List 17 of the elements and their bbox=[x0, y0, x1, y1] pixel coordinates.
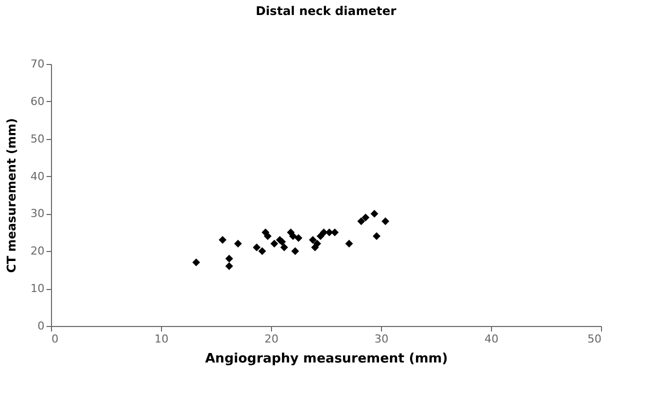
x-tick-label: 20 bbox=[264, 332, 278, 346]
y-tick-label: 60 bbox=[30, 94, 44, 108]
y-tick-label: 0 bbox=[38, 320, 44, 332]
chart-title: Distal neck diameter bbox=[256, 4, 396, 18]
y-tick-label: 10 bbox=[30, 282, 44, 296]
y-tick-label: 40 bbox=[30, 170, 44, 183]
x-tick-label: 50 bbox=[588, 332, 602, 346]
y-tick-label: 20 bbox=[30, 244, 44, 258]
x-tick-label: 40 bbox=[484, 332, 498, 346]
x-axis-title: Angiography measurement (mm) bbox=[205, 352, 448, 366]
y-tick-label: 70 bbox=[30, 58, 44, 70]
x-tick-label: 10 bbox=[154, 332, 168, 346]
y-tick-label: 50 bbox=[30, 132, 44, 146]
x-tick-label: 30 bbox=[374, 332, 388, 346]
y-axis-title: CT measurement (mm) bbox=[4, 118, 19, 273]
y-tick-label: 30 bbox=[30, 207, 44, 220]
x-tick-label: 0 bbox=[52, 332, 58, 346]
